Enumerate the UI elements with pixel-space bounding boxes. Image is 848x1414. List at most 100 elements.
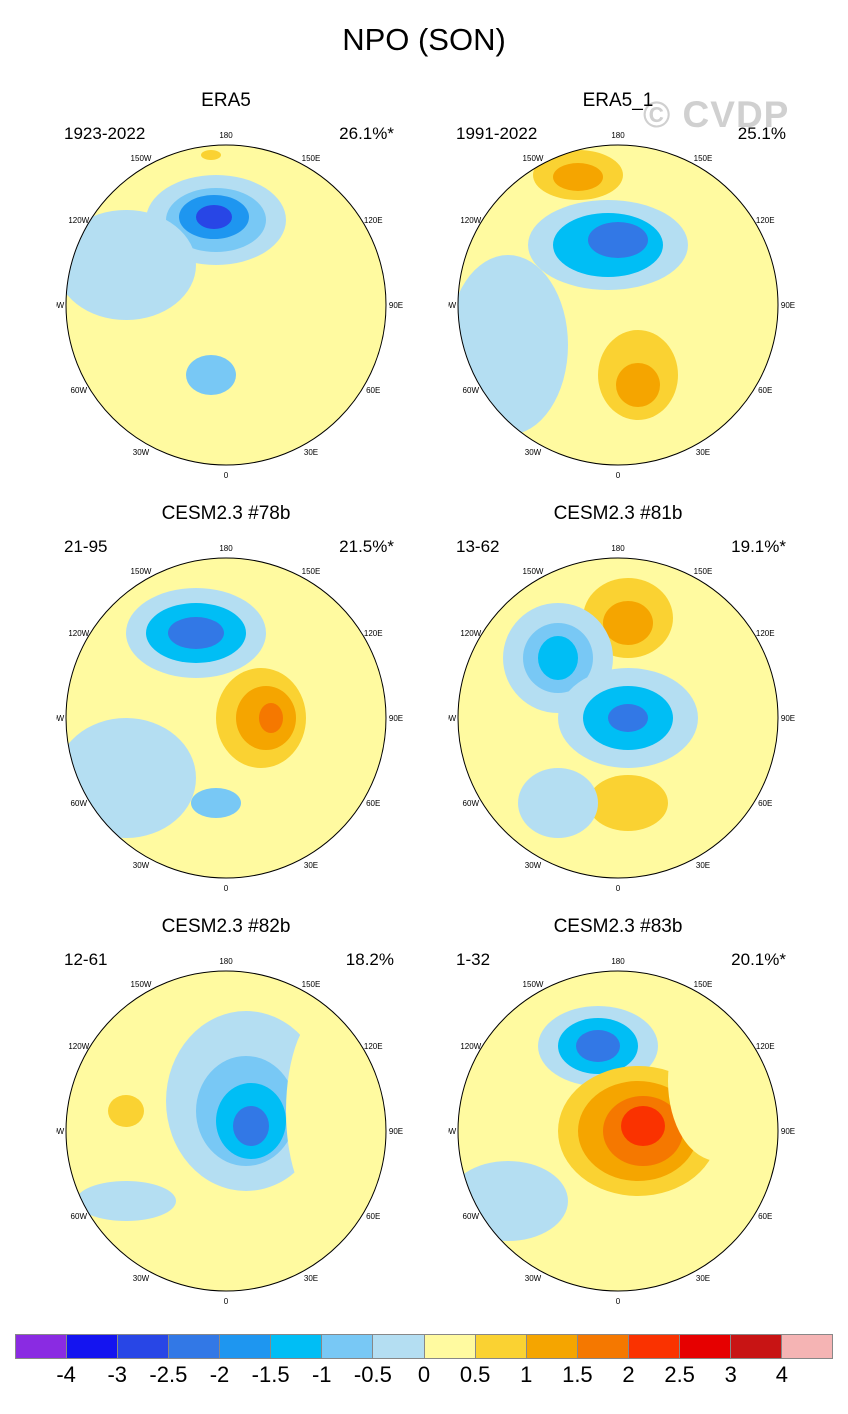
longitude-label: 0 [616,884,621,893]
longitude-label: 90E [781,1127,795,1136]
colorbar-label: 1.5 [562,1362,593,1387]
anomaly-contour [538,636,578,680]
colorbar-swatch [322,1335,374,1358]
map-outline [457,970,779,1292]
colorbar-label: 1 [520,1362,533,1387]
longitude-label: 60E [758,386,772,395]
longitude-label: 150E [302,567,321,576]
colorbar-swatch [577,1335,629,1358]
anomaly-contour [286,1011,366,1211]
map-outline [65,557,387,879]
polar-map: 180 150E 120E 90E 60E 30E 0 30W 60W 90W 120W 150W [56,131,403,480]
colorbar-label: -0.5 [353,1362,392,1387]
colorbar-label: 0 [417,1362,431,1387]
panel-period: 21-95 [64,537,108,556]
colorbar-swatch [16,1335,68,1358]
panel-period: 12-61 [64,950,108,969]
longitude-label: 150W [523,567,544,576]
anomaly-contour [621,1106,665,1146]
colorbar-label: -2.5 [149,1362,188,1387]
colorbar-swatch [730,1335,782,1358]
colorbar-label: -1 [311,1362,332,1387]
longitude-label: 0 [616,1297,621,1306]
map-outline [457,144,779,466]
panel-variance-pct: 26.1%* [339,124,394,143]
longitude-label: 90W [448,714,457,723]
colorbar-label: 2 [622,1362,635,1387]
longitude-label: 0 [224,471,229,480]
longitude-label: 120E [756,1042,775,1051]
map-outline [65,144,387,466]
colorbar-label: -3 [107,1362,128,1387]
colorbar [15,1334,833,1359]
map-outline [457,557,779,879]
longitude-label: 0 [616,471,621,480]
colorbar-swatch [526,1335,578,1358]
longitude-label: 180 [219,957,233,966]
colorbar-swatch [424,1335,476,1358]
anomaly-contour [76,1181,176,1221]
longitude-label: 90W [448,1127,457,1136]
longitude-label: 120E [364,629,383,638]
anomaly-contour [233,1106,269,1146]
longitude-label: 120W [68,629,89,638]
panel-variance-pct: 20.1%* [731,950,786,969]
longitude-label: 0 [224,884,229,893]
longitude-label: 60W [463,799,480,808]
panel-variance-pct: 25.1% [737,124,786,143]
longitude-label: 120E [756,629,775,638]
longitude-label: 30W [133,1274,150,1283]
anomaly-contour [616,363,660,407]
longitude-label: 180 [219,544,233,553]
figure-title: NPO (SON) [342,22,506,57]
map-panel: 180 150E 120E 90E 60E 30E 0 30W 60W 90W 120W 150W ER… [448,90,848,500]
panel-title: CESM2.3 #78b [161,503,291,524]
anomaly-contour [168,617,224,649]
panel-variance-pct: 18.2% [345,950,394,969]
longitude-label: 150W [523,154,544,163]
anomaly-contour [66,210,196,320]
longitude-label: 120E [364,1042,383,1051]
longitude-label: 120W [460,629,481,638]
anomaly-contour [458,255,568,435]
anomaly-contour [196,205,232,229]
longitude-label: 60W [463,386,480,395]
longitude-label: 120W [460,1042,481,1051]
colorbar-swatch [628,1335,680,1358]
colorbar-swatch [475,1335,527,1358]
colorbar-swatch [118,1335,170,1358]
anomaly-contour [259,703,283,733]
longitude-label: 60E [366,799,380,808]
longitude-label: 60E [366,1212,380,1221]
colorbar-label: 4 [775,1362,788,1387]
panel-title: ERA5 [201,90,251,111]
anomaly-contour [608,704,648,732]
polar-map: 180 150E 120E 90E 60E 30E 0 30W 60W 90W 120W 150W [56,544,403,893]
longitude-label: 90E [781,714,795,723]
map-panel: 180 150E 120E 90E 60E 30E 0 30W 60W 90W 120W 150W CE… [56,916,456,1326]
anomaly-contour [108,1095,144,1127]
longitude-label: 90E [389,301,403,310]
polar-map: 180 150E 120E 90E 60E 30E 0 30W 60W 90W 120W 150W [448,957,795,1306]
panel-period: 1-32 [456,950,491,969]
longitude-label: 150W [131,980,152,989]
colorbar-swatch [271,1335,323,1358]
longitude-label: 180 [611,544,625,553]
longitude-label: 60W [463,1212,480,1221]
map-panel: 180 150E 120E 90E 60E 30E 0 30W 60W 90W 120W 150W ER… [56,90,456,500]
longitude-label: 30W [525,861,542,870]
longitude-label: 90W [56,714,65,723]
anomaly-contour [518,768,598,838]
anomaly-contour [588,222,648,258]
anomaly-contour [576,1030,620,1062]
panel-period: 1923-2022 [64,124,146,143]
longitude-label: 180 [219,131,233,140]
map-panel: 180 150E 120E 90E 60E 30E 0 30W 60W 90W 120W 150W CE… [448,503,848,913]
longitude-label: 30E [696,1274,710,1283]
longitude-label: 150E [302,980,321,989]
anomaly-contour [66,718,196,838]
panel-title: ERA5_1 [582,90,654,111]
longitude-label: 120E [756,216,775,225]
anomaly-contour [191,788,241,818]
colorbar-swatch [373,1335,425,1358]
